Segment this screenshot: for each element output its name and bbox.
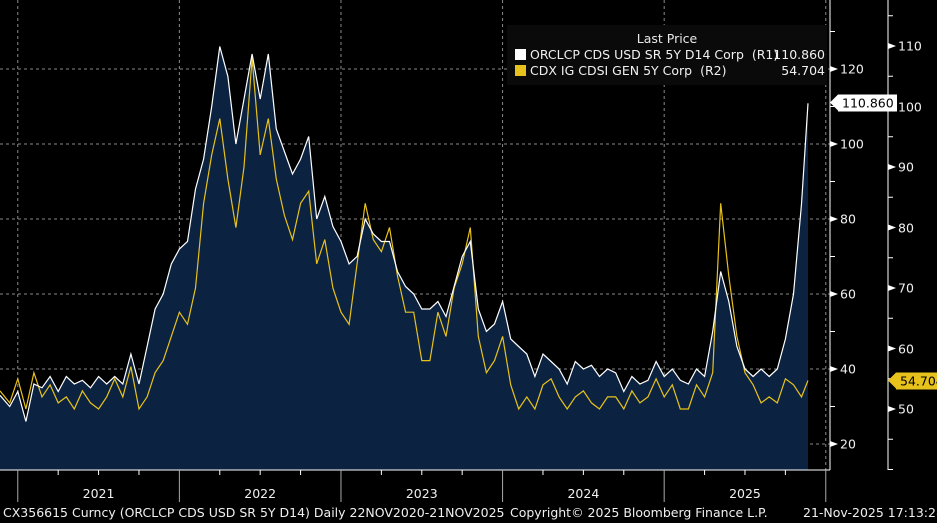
r2-tick-label: 80	[898, 220, 914, 235]
r2-tick-label: 50	[898, 401, 914, 417]
r2-tick-label: 90	[898, 159, 914, 175]
r2-tick-label: 100	[898, 99, 922, 114]
r2-tick-label: 60	[898, 341, 914, 356]
r2-tick-marker	[888, 285, 896, 291]
r1-tick-label: 60	[840, 286, 856, 302]
r1-area-fill	[0, 46, 808, 470]
r2-tick-marker	[888, 345, 896, 352]
legend-entry-name: ORCLCP CDS USD SR 5Y D14 Corp (R1)	[530, 47, 778, 62]
footer-copyright: Copyright© 2025 Bloomberg Finance L.P.	[510, 505, 768, 520]
legend-title: Last Price	[636, 31, 698, 46]
legend-axis-r2: (R2)	[700, 63, 727, 78]
r1-tick-label: 80	[840, 211, 856, 227]
x-tick-label: 2025	[729, 486, 761, 501]
r2-tick-marker	[888, 43, 896, 49]
last-value-tag-r1: 110.860	[830, 94, 897, 112]
x-tick-label: 2022	[244, 486, 277, 501]
r1-tick-label: 100	[840, 136, 864, 152]
r1-tick-marker	[830, 441, 838, 447]
legend: Last Price ORCLCP CDS USD SR 5Y D14 Corp…	[507, 25, 827, 85]
footer-security: CX356615 Curncy (ORCLCP CDS USD SR 5Y D1…	[3, 505, 505, 520]
x-tick-label: 2024	[567, 486, 600, 501]
series-line-orclcp	[0, 46, 809, 422]
last-value-tag-r2: 54.704	[888, 372, 937, 390]
r1-tick-marker	[830, 216, 838, 222]
x-tick-label: 2023	[405, 486, 438, 501]
r1-tick-label: 20	[840, 436, 856, 452]
series-line-cdx	[0, 58, 809, 411]
axes	[0, 0, 896, 502]
legend-axis-r1: (R1)	[751, 47, 779, 62]
r2-tick-label: 70	[898, 280, 914, 296]
legend-entry-name: CDX IG CDSI GEN 5Y Corp (R2)	[530, 63, 726, 78]
r1-tick-marker	[830, 66, 838, 72]
r1-tick-label: 120	[840, 61, 864, 77]
legend-name-r2: CDX IG CDSI GEN 5Y Corp	[530, 63, 693, 78]
legend-entry-r2: CDX IG CDSI GEN 5Y Corp (R2) 54.704	[515, 63, 825, 78]
r1-tick-marker	[830, 366, 838, 372]
footer-timestamp: 21-Nov-2025 17:13:28	[803, 505, 937, 520]
series-lines	[0, 46, 809, 422]
legend-entry-r1: ORCLCP CDS USD SR 5Y D14 Corp (R1) 110.8…	[515, 47, 825, 62]
r1-area	[0, 46, 808, 470]
legend-swatch-r2	[515, 65, 526, 76]
x-tick-label: 2021	[82, 486, 115, 501]
legend-swatch-r1	[515, 49, 526, 60]
r2-tick-label: 110	[898, 38, 922, 54]
legend-value-r2: 54.704	[781, 63, 825, 78]
legend-name-r1: ORCLCP CDS USD SR 5Y D14 Corp	[530, 47, 744, 62]
r2-tick-marker	[888, 224, 896, 231]
r2-tick-marker	[888, 406, 896, 412]
r2-tick-marker	[888, 164, 896, 170]
r1-tick-label: 40	[840, 361, 856, 377]
r1-tick-marker	[830, 291, 838, 297]
r1-tick-marker	[830, 141, 838, 147]
legend-value-r1: 110.860	[773, 47, 825, 62]
